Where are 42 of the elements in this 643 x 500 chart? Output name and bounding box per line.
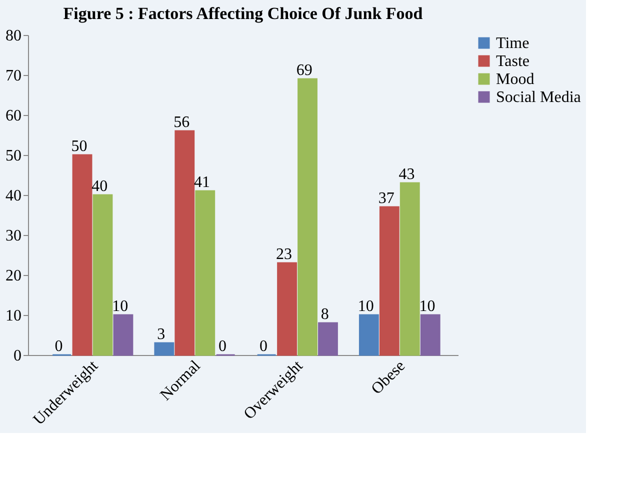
bar [154,342,174,356]
bar [400,182,420,356]
data-label: 0 [218,338,227,355]
y-tick-label: 50 [6,148,22,164]
data-label: 8 [320,306,329,323]
data-label: 23 [276,246,292,263]
data-label: 40 [92,178,108,195]
y-tick-label: 70 [6,68,22,84]
data-label: 0 [54,338,63,355]
legend-label: Time [496,35,530,52]
legend-label: Taste [496,53,530,70]
bar [420,314,440,356]
data-label: 69 [296,62,312,79]
bar [113,314,134,356]
y-tick-label: 10 [6,308,22,324]
bar [92,194,113,356]
bar [358,314,379,356]
y-tick-label: 20 [6,268,22,284]
data-label: 37 [378,190,394,207]
y-tick-label: 30 [6,228,22,244]
legend-label: Social Media [496,89,581,106]
bar [318,322,338,356]
data-label: 3 [157,326,166,343]
bar [72,154,92,356]
bar [298,78,318,356]
y-tick-label: 40 [6,188,22,204]
data-label: 10 [112,298,128,315]
chart-title: Figure 5 : Factors Affecting Choice Of Junk Food [63,4,424,23]
bar [195,190,216,356]
legend-label: Mood [496,71,534,88]
bar [174,130,195,356]
data-label: 10 [358,298,374,315]
data-label: 0 [259,338,268,355]
bar [379,206,400,356]
bar [277,262,297,356]
data-label: 50 [71,138,88,155]
data-label: 43 [398,166,415,183]
data-label: 56 [174,114,190,131]
y-tick-label: 0 [14,348,22,364]
y-tick-label: 60 [6,108,22,124]
data-label: 10 [419,298,436,315]
y-tick-label: 80 [6,28,22,44]
